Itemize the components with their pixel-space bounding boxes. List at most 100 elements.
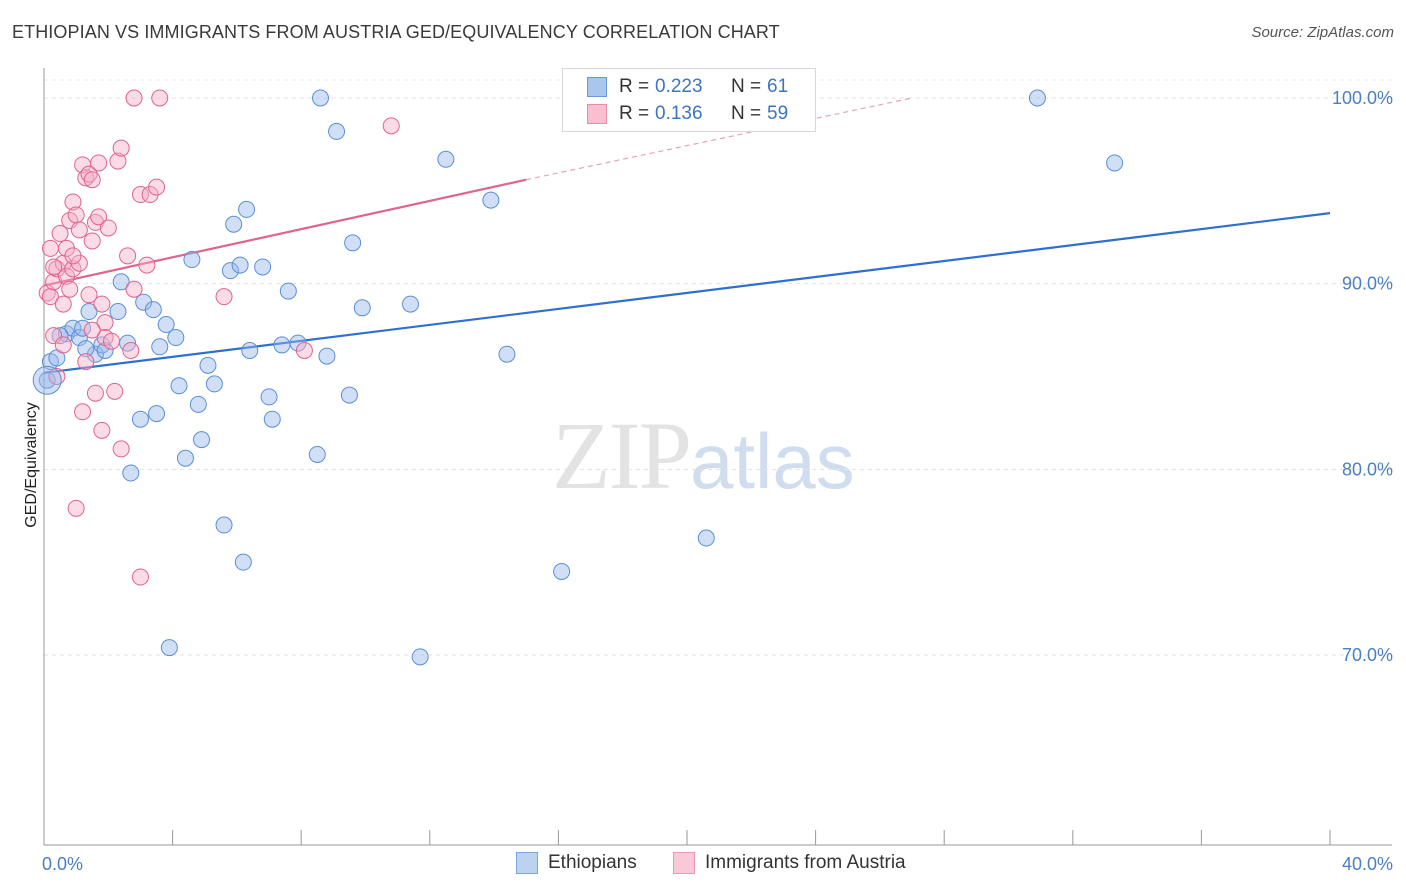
- point-austria: [70, 221, 88, 239]
- legend-n-label: N =: [731, 76, 762, 97]
- point-austria: [109, 152, 127, 170]
- point-ethiopians: [344, 234, 362, 252]
- point-ethiopians: [311, 89, 329, 107]
- point-austria: [77, 353, 95, 371]
- point-ethiopians: [131, 410, 149, 428]
- legend-swatch-austria: [673, 852, 695, 874]
- point-ethiopians: [77, 340, 95, 358]
- point-ethiopians: [189, 395, 207, 413]
- point-ethiopians: [402, 295, 420, 313]
- point-austria: [80, 165, 98, 183]
- legend-r-value: 0.136: [655, 103, 703, 124]
- point-austria: [99, 219, 117, 237]
- legend-item-austria[interactable]: Immigrants from Austria: [673, 852, 906, 874]
- point-ethiopians: [697, 529, 715, 547]
- legend-n-label: N =: [731, 103, 762, 124]
- point-austria: [382, 117, 400, 135]
- point-austria: [83, 232, 101, 250]
- point-austria: [151, 89, 169, 107]
- point-austria: [93, 421, 111, 439]
- point-ethiopians: [193, 431, 211, 449]
- point-ethiopians: [308, 445, 326, 463]
- point-ethiopians: [215, 516, 233, 534]
- x-tick-label: 0.0%: [42, 854, 83, 874]
- point-ethiopians: [273, 336, 291, 354]
- point-ethiopians: [64, 319, 82, 337]
- point-austria: [96, 314, 114, 332]
- point-austria: [138, 256, 156, 274]
- point-ethiopians: [160, 639, 178, 657]
- point-austria: [125, 89, 143, 107]
- point-ethiopians: [170, 377, 188, 395]
- point-austria: [148, 178, 166, 196]
- point-ethiopians: [482, 191, 500, 209]
- watermark-zip: ZIP: [552, 402, 692, 509]
- point-ethiopians: [112, 273, 130, 291]
- chart-source: Source: ZipAtlas.com: [1251, 24, 1394, 41]
- point-ethiopians: [157, 316, 175, 334]
- trend-line-austria: [43, 178, 527, 287]
- point-austria: [80, 286, 98, 304]
- point-ethiopians: [254, 258, 272, 276]
- point-ethiopians: [238, 200, 256, 218]
- point-ethiopians: [176, 449, 194, 467]
- point-ethiopians: [109, 303, 127, 321]
- point-austria: [86, 384, 104, 402]
- trend-line-austria-extension: [526, 97, 913, 181]
- point-austria: [45, 258, 63, 276]
- point-ethiopians: [279, 282, 297, 300]
- point-ethiopians: [318, 347, 336, 365]
- point-austria: [215, 288, 233, 306]
- watermark-atlas: atlas: [690, 417, 855, 505]
- point-austria: [112, 139, 130, 157]
- legend-r-value: 0.223: [655, 76, 703, 97]
- point-austria: [90, 208, 108, 226]
- point-ethiopians: [353, 299, 371, 317]
- point-ethiopians: [151, 338, 169, 356]
- point-ethiopians: [234, 553, 252, 571]
- point-ethiopians: [1106, 154, 1124, 172]
- point-ethiopians: [498, 345, 516, 363]
- point-austria: [122, 342, 140, 360]
- legend-n-value: 59: [767, 103, 789, 124]
- point-austria: [125, 280, 143, 298]
- point-austria: [131, 186, 149, 204]
- legend-swatch-ethiopians: [516, 852, 538, 874]
- point-austria: [51, 225, 69, 243]
- point-ethiopians: [144, 301, 162, 319]
- point-austria: [83, 321, 101, 339]
- data-points: [32, 89, 1124, 666]
- point-austria: [64, 193, 82, 211]
- point-austria: [54, 336, 72, 354]
- point-austria: [112, 440, 130, 458]
- point-austria: [90, 154, 108, 172]
- point-ethiopians: [199, 356, 217, 374]
- point-ethiopians: [231, 256, 249, 274]
- watermark-logo: ZIPatlas: [552, 400, 855, 511]
- point-ethiopians: [221, 262, 239, 280]
- y-tick-label: 80.0%: [1342, 459, 1393, 479]
- point-austria: [41, 239, 59, 257]
- y-tick-label: 70.0%: [1342, 645, 1393, 665]
- point-ethiopians: [225, 215, 243, 233]
- legend-item-ethiopians[interactable]: Ethiopians: [516, 852, 637, 874]
- point-ethiopians: [148, 405, 166, 423]
- point-austria: [106, 382, 124, 400]
- point-ethiopians: [167, 329, 185, 347]
- point-austria: [119, 247, 137, 265]
- point-ethiopians-large: [32, 365, 62, 395]
- point-austria: [103, 332, 121, 350]
- point-ethiopians: [51, 327, 69, 345]
- point-ethiopians: [183, 251, 201, 269]
- point-ethiopians: [1028, 89, 1046, 107]
- legend-label-austria: Immigrants from Austria: [705, 852, 906, 873]
- point-austria: [93, 295, 111, 313]
- point-austria: [295, 342, 313, 360]
- point-ethiopians: [38, 371, 56, 389]
- point-ethiopians: [241, 342, 259, 360]
- point-austria: [45, 273, 63, 291]
- tick-labels: 70.0% 80.0% 90.0% 100.0% 0.0% 40.0%: [42, 88, 1393, 874]
- point-ethiopians: [340, 386, 358, 404]
- point-ethiopians: [122, 464, 140, 482]
